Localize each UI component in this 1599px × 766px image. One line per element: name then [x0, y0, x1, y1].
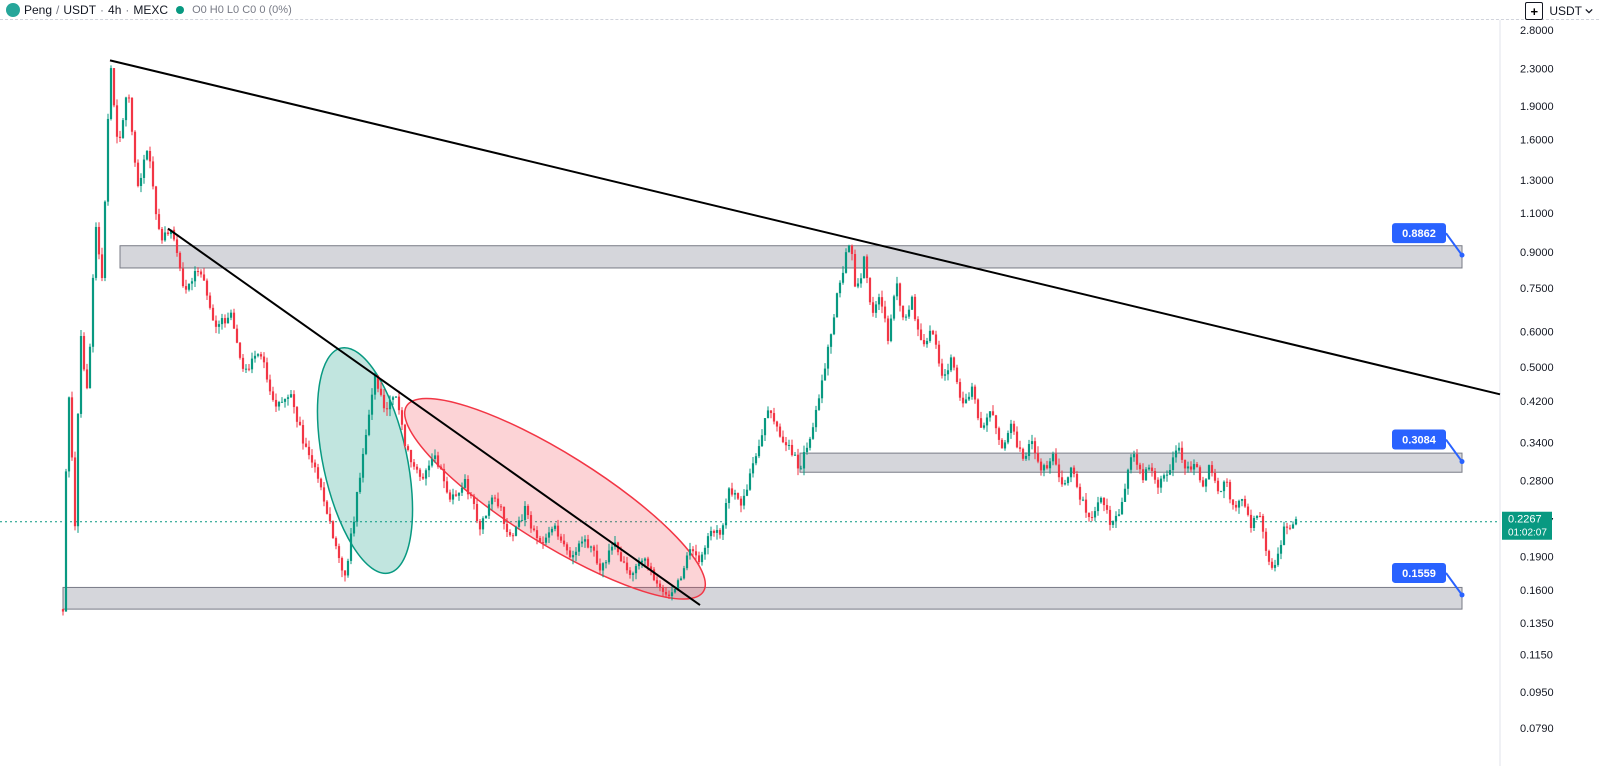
svg-text:0.6000: 0.6000: [1520, 326, 1554, 338]
svg-text:0.7500: 0.7500: [1520, 283, 1554, 295]
svg-text:0.5000: 0.5000: [1520, 362, 1554, 374]
separator: /: [56, 3, 59, 17]
svg-text:0.1150: 0.1150: [1520, 649, 1553, 661]
currency-label: USDT: [1549, 4, 1582, 18]
chevron-down-icon: [1585, 7, 1593, 15]
svg-text:0.2267: 0.2267: [1508, 514, 1542, 526]
quote-currency: USDT: [63, 3, 96, 17]
interval[interactable]: 4h: [108, 3, 121, 17]
svg-text:1.3000: 1.3000: [1520, 175, 1554, 187]
svg-text:0.0950: 0.0950: [1520, 687, 1554, 699]
svg-text:0.2800: 0.2800: [1520, 475, 1554, 487]
currency-selector[interactable]: USDT: [1549, 4, 1593, 18]
svg-text:01:02:07: 01:02:07: [1508, 528, 1547, 539]
svg-text:0.0790: 0.0790: [1520, 723, 1554, 735]
market-status-icon: [176, 6, 184, 14]
svg-text:1.1000: 1.1000: [1520, 208, 1554, 220]
svg-text:2.3000: 2.3000: [1520, 64, 1554, 76]
svg-text:0.8862: 0.8862: [1402, 228, 1436, 240]
svg-text:0.1350: 0.1350: [1520, 618, 1554, 630]
add-indicator-button[interactable]: +: [1525, 2, 1543, 20]
separator: ·: [125, 3, 129, 17]
svg-text:0.4200: 0.4200: [1520, 396, 1554, 408]
svg-text:1.6000: 1.6000: [1520, 135, 1554, 147]
svg-text:2.8000: 2.8000: [1520, 25, 1554, 37]
svg-text:0.3400: 0.3400: [1520, 437, 1554, 449]
symbol-name[interactable]: Peng: [24, 3, 52, 17]
svg-text:0.1559: 0.1559: [1402, 568, 1436, 580]
chart-header: Peng / USDT · 4h · MEXC O0 H0 L0 C0 0 (0…: [0, 0, 1599, 20]
exchange[interactable]: MEXC: [133, 3, 168, 17]
price-chart[interactable]: 2.8000 2.3000 1.9000 1.6000 1.3000 1.1000 0.90…: [0, 20, 1599, 766]
svg-text:0.1600: 0.1600: [1520, 585, 1554, 597]
svg-text:1.9000: 1.9000: [1520, 101, 1554, 113]
ohlc-readout: O0 H0 L0 C0 0 (0%): [192, 4, 292, 16]
separator: ·: [100, 3, 104, 17]
svg-text:0.1900: 0.1900: [1520, 551, 1554, 563]
svg-text:0.9000: 0.9000: [1520, 247, 1554, 259]
svg-text:0.3084: 0.3084: [1402, 435, 1437, 447]
symbol-icon: [6, 3, 20, 17]
